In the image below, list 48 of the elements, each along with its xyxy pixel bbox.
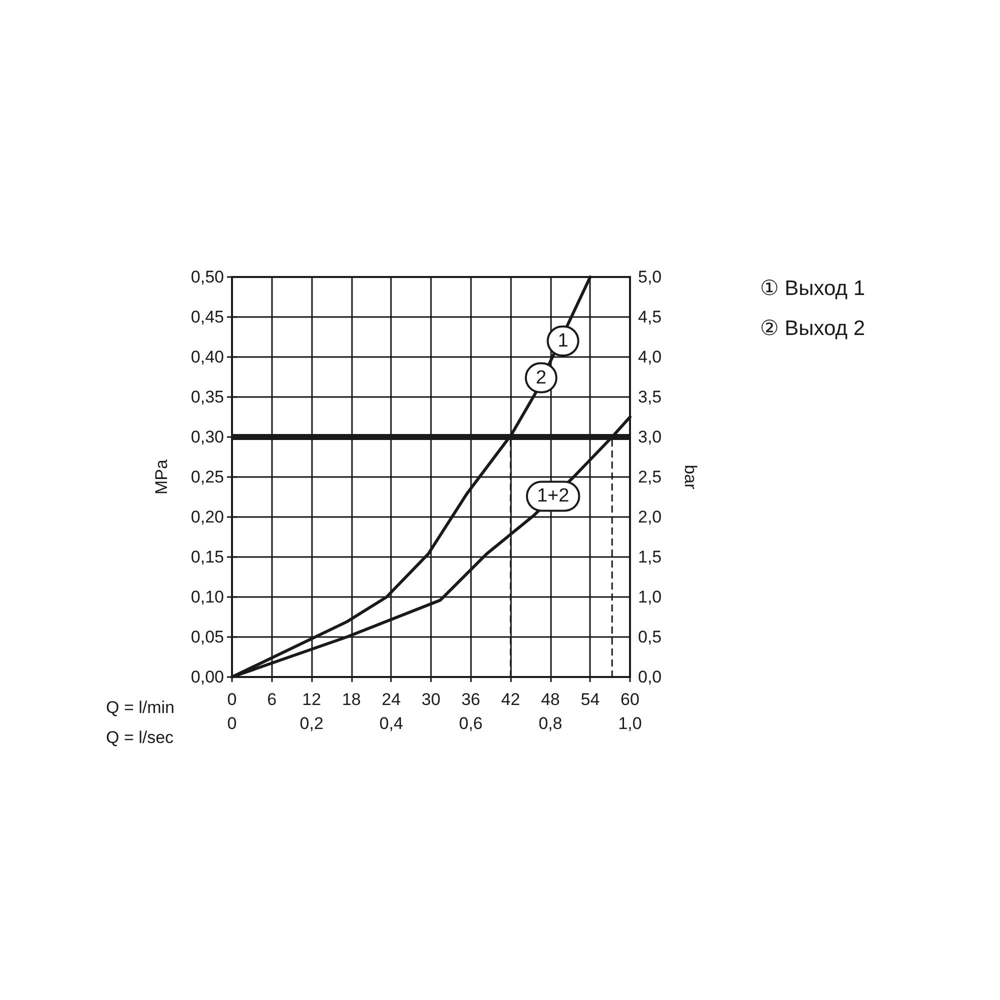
x2-axis-title: Q = l/sec <box>106 728 174 747</box>
y-tick-label: 0,00 <box>190 668 224 686</box>
y-tick-label: 0,20 <box>190 508 224 526</box>
y2-tick-label: 1,5 <box>638 548 662 566</box>
y2-axis-title: bar <box>681 464 700 490</box>
y-tick-label: 0,15 <box>190 548 224 566</box>
x-tick-label: 48 <box>540 690 560 709</box>
x-tick-label: 18 <box>342 690 361 709</box>
y-tick-label: 0,10 <box>190 588 224 606</box>
y-tick-label: 0,30 <box>190 428 224 446</box>
x-axis-title: Q = l/min <box>106 698 174 717</box>
annotation: 2 <box>536 367 546 388</box>
y2-tick-label: 1,0 <box>638 588 662 606</box>
y2-tick-label: 3,5 <box>638 388 662 406</box>
x2-tick-label: 0,8 <box>538 714 562 733</box>
text: ① Выход 1 <box>760 277 866 300</box>
y2-tick-label: 2,0 <box>638 508 662 526</box>
x-tick-label: 30 <box>422 690 440 709</box>
y-tick-label: 0,05 <box>190 628 224 646</box>
x-tick-label: 60 <box>620 690 640 709</box>
y-tick-label: 0,40 <box>190 348 224 366</box>
y2-tick-label: 3,0 <box>638 428 662 446</box>
x2-tick-label: 0,2 <box>300 714 324 733</box>
x-tick-label: 54 <box>580 690 600 709</box>
y-tick-label: 0,45 <box>190 308 224 326</box>
y-tick-label: 0,35 <box>190 388 224 406</box>
x2-tick-label: 1,0 <box>618 714 642 733</box>
x-tick-label: 0 <box>227 690 237 709</box>
x2-tick-label: 0,4 <box>379 714 404 733</box>
text: ② Выход 2 <box>760 317 866 340</box>
x-tick-label: 36 <box>461 690 480 709</box>
x-tick-label: 24 <box>382 690 401 709</box>
annotation: 1 <box>558 330 568 352</box>
y2-tick-label: 0,5 <box>638 628 662 646</box>
x-tick-label: 42 <box>501 690 520 709</box>
x-tick-label: 12 <box>302 690 322 709</box>
y2-tick-label: 5,0 <box>638 268 662 286</box>
y-tick-label: 0,50 <box>190 268 224 286</box>
annotation: 1+2 <box>536 486 570 507</box>
y2-tick-label: 4,5 <box>638 308 662 326</box>
y2-tick-label: 0,0 <box>638 668 662 686</box>
y2-tick-label: 4,0 <box>638 348 662 366</box>
y2-tick-label: 2,5 <box>638 468 662 486</box>
y-tick-label: 0,25 <box>190 468 224 486</box>
x2-tick-label: 0 <box>227 714 237 733</box>
y-axis-title: MPa <box>152 458 171 494</box>
x2-tick-label: 0,6 <box>458 714 483 733</box>
x-tick-label: 6 <box>267 690 277 709</box>
